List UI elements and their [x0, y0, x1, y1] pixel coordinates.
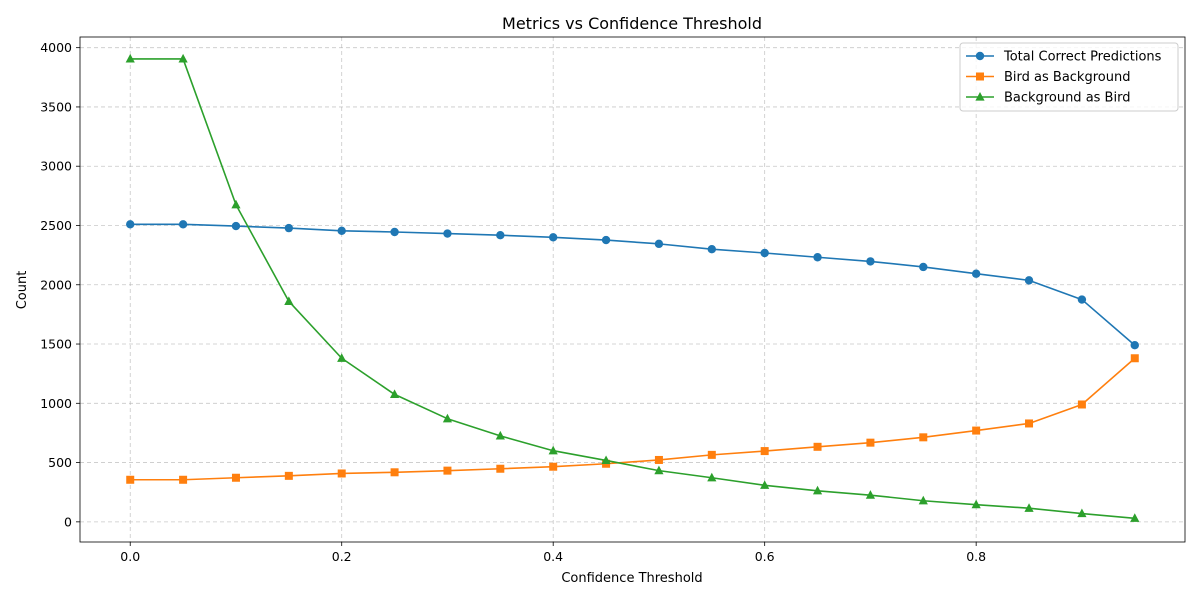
data-point-background-as-bird — [918, 495, 928, 505]
legend-swatch-marker — [975, 51, 985, 61]
legend-item-total-correct-predictions: Total Correct Predictions — [966, 50, 1162, 65]
data-point-background-as-bird — [865, 490, 876, 499]
y-tick-label: 0 — [64, 514, 72, 529]
data-point-bird-as-background — [549, 462, 558, 471]
data-point-bird-as-background — [390, 468, 399, 477]
data-point-total-correct-predictions — [654, 239, 664, 249]
data-point-total-correct-predictions — [601, 235, 611, 245]
data-point-total-correct-predictions — [178, 220, 188, 229]
x-tick-label: 0.8 — [966, 549, 986, 564]
data-point-background-as-bird — [495, 430, 505, 440]
legend-swatch-marker — [976, 72, 984, 81]
data-point-background-as-bird — [812, 485, 823, 495]
data-point-bird-as-background — [126, 475, 135, 484]
y-axis-label: Count — [15, 271, 30, 310]
y-tick-label: 2000 — [40, 277, 72, 292]
data-point-total-correct-predictions — [1130, 341, 1139, 350]
data-point-background-as-bird — [178, 53, 188, 63]
series-layer — [125, 53, 1140, 522]
data-point-total-correct-predictions — [866, 257, 875, 266]
data-point-bird-as-background — [337, 469, 346, 478]
data-point-bird-as-background — [496, 464, 505, 473]
data-point-background-as-bird — [1077, 508, 1087, 518]
x-tick-label: 0.4 — [543, 549, 563, 564]
data-point-bird-as-background — [1130, 354, 1139, 363]
x-tick-label: 0.6 — [755, 549, 775, 564]
data-point-background-as-bird — [654, 465, 664, 475]
data-point-total-correct-predictions — [971, 269, 981, 278]
legend-swatch-marker — [975, 92, 985, 101]
data-point-background-as-bird — [125, 53, 135, 63]
data-point-background-as-bird — [337, 353, 347, 362]
x-tick-label: 0.0 — [120, 549, 140, 564]
x-tick-label: 0.2 — [332, 549, 352, 564]
data-point-background-as-bird — [601, 455, 611, 465]
legend-label: Bird as Background — [1004, 70, 1130, 85]
data-point-total-correct-predictions — [707, 244, 717, 254]
data-point-total-correct-predictions — [231, 221, 241, 231]
data-point-total-correct-predictions — [548, 233, 558, 242]
data-point-total-correct-predictions — [1077, 295, 1087, 304]
plot-frame — [79, 36, 1186, 543]
data-point-total-correct-predictions — [1024, 276, 1034, 285]
data-point-background-as-bird — [231, 199, 241, 209]
data-point-total-correct-predictions — [337, 226, 346, 236]
legend-box — [959, 42, 1179, 112]
legend-item-background-as-bird: Background as Bird — [966, 91, 1130, 106]
data-point-bird-as-background — [707, 450, 716, 459]
axis-ticks: 0.0 0.2 0.4 0.6 0.8 0 500 1000 1500 2000 2500 3000 3… — [40, 40, 986, 564]
legend: Total Correct Predictions Bird as Backgro… — [959, 42, 1179, 112]
y-tick-label: 4000 — [40, 40, 72, 55]
y-tick-label: 1000 — [40, 396, 72, 411]
series-total-correct-predictions — [126, 220, 1139, 350]
series-line-total-correct-predictions — [130, 223, 1136, 346]
data-point-bird-as-background — [866, 438, 875, 447]
y-tick-label: 1500 — [40, 337, 72, 352]
y-tick-label: 500 — [48, 455, 72, 470]
data-point-total-correct-predictions — [760, 248, 769, 258]
data-point-total-correct-predictions — [813, 253, 822, 262]
data-point-background-as-bird — [442, 413, 453, 423]
y-tick-label: 2500 — [40, 218, 72, 233]
y-tick-label: 3500 — [40, 99, 72, 114]
series-background-as-bird — [125, 53, 1140, 522]
data-point-bird-as-background — [919, 433, 928, 442]
data-point-bird-as-background — [179, 475, 188, 484]
legend-label: Background as Bird — [1004, 91, 1130, 106]
data-point-bird-as-background — [1077, 400, 1086, 409]
series-line-bird-as-background — [130, 357, 1136, 481]
data-point-total-correct-predictions — [284, 223, 294, 233]
data-point-bird-as-background — [1025, 419, 1034, 428]
y-tick-label: 3000 — [40, 159, 72, 174]
data-point-background-as-bird — [1130, 513, 1140, 522]
data-point-total-correct-predictions — [126, 220, 135, 229]
data-point-total-correct-predictions — [496, 231, 505, 240]
data-point-total-correct-predictions — [919, 262, 928, 272]
legend-item-bird-as-background: Bird as Background — [966, 70, 1130, 85]
data-point-total-correct-predictions — [443, 229, 452, 238]
data-point-background-as-bird — [284, 296, 294, 305]
data-point-background-as-bird — [971, 499, 981, 509]
data-point-bird-as-background — [284, 471, 293, 480]
data-point-bird-as-background — [231, 473, 240, 482]
x-axis-label: Confidence Threshold — [561, 571, 702, 586]
data-point-background-as-bird — [389, 389, 400, 399]
legend-label: Total Correct Predictions — [1003, 50, 1162, 65]
series-line-background-as-bird — [130, 58, 1135, 520]
data-point-background-as-bird — [548, 445, 558, 455]
chart-title: Metrics vs Confidence Threshold — [502, 14, 762, 33]
data-point-bird-as-background — [813, 442, 822, 451]
data-point-bird-as-background — [443, 466, 452, 475]
series-bird-as-background — [126, 354, 1139, 484]
data-point-background-as-bird — [707, 472, 717, 482]
data-point-background-as-bird — [760, 480, 770, 489]
data-point-bird-as-background — [972, 426, 981, 435]
data-point-background-as-bird — [1024, 503, 1034, 512]
data-point-bird-as-background — [654, 455, 663, 464]
data-point-total-correct-predictions — [390, 227, 399, 237]
data-point-bird-as-background — [760, 447, 769, 456]
